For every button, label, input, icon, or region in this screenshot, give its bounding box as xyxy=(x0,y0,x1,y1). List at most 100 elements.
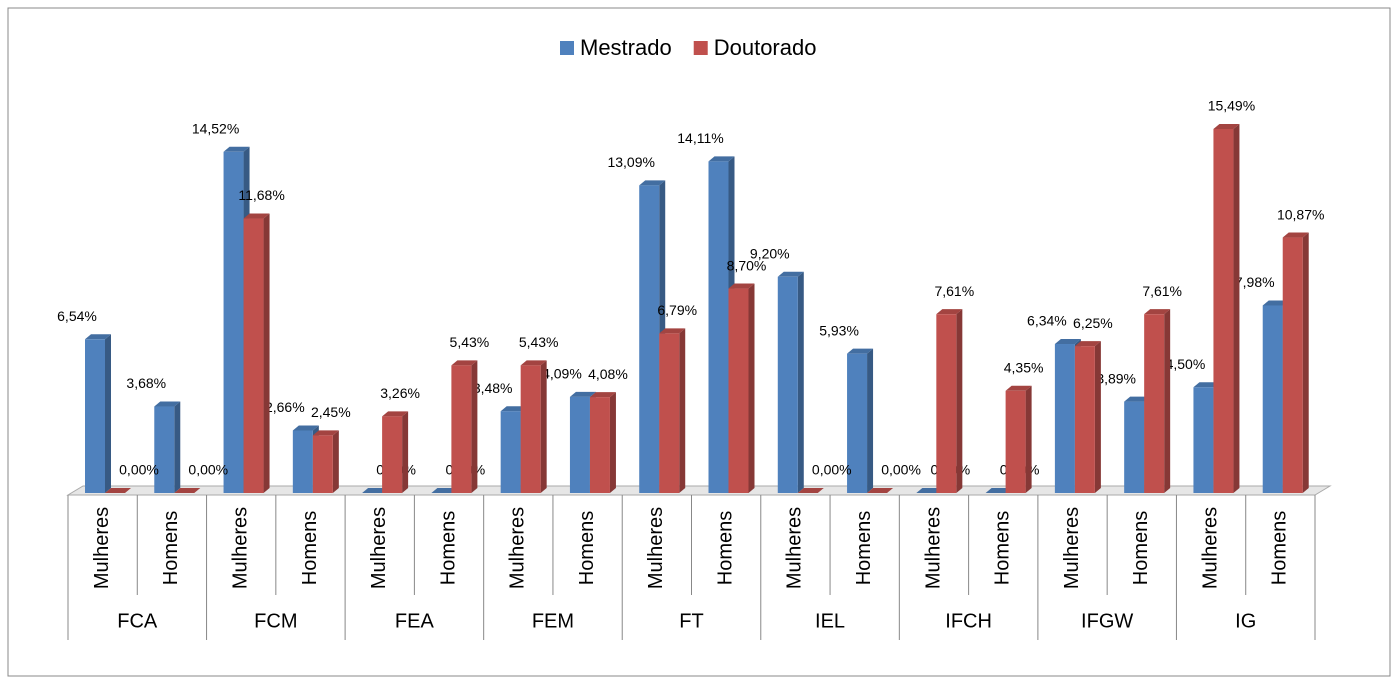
bar-side xyxy=(679,328,686,493)
x-tick-label: Homens xyxy=(160,511,182,585)
bar xyxy=(936,309,963,493)
bar-side xyxy=(1025,385,1032,493)
bar-top xyxy=(1124,396,1151,402)
bar-side xyxy=(867,348,874,493)
bar-front xyxy=(1005,390,1026,493)
group-label: IFGW xyxy=(1081,610,1133,632)
bar-top xyxy=(312,430,339,436)
bar-front xyxy=(728,288,749,493)
bar-top xyxy=(85,334,111,340)
group-label: IEL xyxy=(815,610,845,632)
bar-side xyxy=(332,430,339,493)
bar-side xyxy=(263,213,270,493)
bar-front xyxy=(1193,387,1214,493)
bar-top xyxy=(154,401,181,407)
bar-top xyxy=(292,425,319,431)
group-label: IG xyxy=(1235,610,1256,632)
bar-top xyxy=(985,488,1012,493)
bar-top xyxy=(500,406,527,412)
value-label: 4,08% xyxy=(588,366,628,382)
bar-front xyxy=(569,396,590,493)
value-label: 5,43% xyxy=(519,334,559,350)
value-label: 2,66% xyxy=(265,399,305,415)
bar xyxy=(431,488,458,493)
bar-top xyxy=(639,180,666,186)
bar-top xyxy=(1005,385,1032,391)
bar-front xyxy=(520,365,541,493)
value-label: 10,87% xyxy=(1277,206,1324,222)
bar-front xyxy=(292,430,313,493)
bar-top xyxy=(708,156,735,162)
value-label: 15,49% xyxy=(1208,98,1255,114)
x-tick-label: Homens xyxy=(714,511,736,585)
x-tick-label: Mulheres xyxy=(368,507,390,589)
bar-front xyxy=(243,218,264,493)
bar-top xyxy=(659,328,686,334)
bar-front xyxy=(847,353,868,493)
bar-side xyxy=(797,271,804,493)
bar-top xyxy=(174,488,201,493)
value-label: 0,00% xyxy=(881,462,921,478)
bar-top xyxy=(520,360,547,366)
bar-top xyxy=(451,360,478,366)
x-tick-label: Mulheres xyxy=(645,507,667,589)
bar-side xyxy=(402,411,409,493)
bar-top xyxy=(728,283,755,289)
value-label: 14,11% xyxy=(677,130,723,146)
bar xyxy=(659,328,686,493)
bar-side xyxy=(1233,123,1240,494)
bar xyxy=(382,411,409,493)
legend-label: Mestrado xyxy=(580,35,672,60)
value-label: 4,50% xyxy=(1166,356,1206,372)
x-tick-label: Mulheres xyxy=(922,507,944,589)
value-label: 9,20% xyxy=(750,246,790,262)
bar-front xyxy=(1262,305,1283,493)
value-label: 5,93% xyxy=(819,322,859,338)
value-label: 4,09% xyxy=(542,366,582,382)
value-label: 8,70% xyxy=(727,257,767,273)
x-tick-label: Mulheres xyxy=(1199,507,1221,589)
bar xyxy=(174,488,201,493)
value-label: 7,61% xyxy=(1142,283,1182,299)
legend-swatch xyxy=(560,41,574,55)
bar xyxy=(312,430,339,493)
value-label: 5,43% xyxy=(450,334,490,350)
bar-top xyxy=(589,392,616,398)
bar xyxy=(1282,232,1309,493)
x-tick-label: Homens xyxy=(437,511,459,585)
bar xyxy=(797,488,824,493)
bar xyxy=(520,360,547,493)
bar-front xyxy=(639,185,660,493)
bar-front xyxy=(1054,344,1075,493)
bar-side xyxy=(105,334,111,493)
group-label: FEA xyxy=(395,610,435,632)
bar-front xyxy=(223,151,244,493)
value-label: 0,00% xyxy=(119,462,159,478)
bar-top xyxy=(431,488,458,493)
x-tick-label: Mulheres xyxy=(91,507,113,589)
group-label: FCM xyxy=(254,610,297,632)
bar-front xyxy=(451,365,472,493)
group-label: FEM xyxy=(532,610,574,632)
bar xyxy=(1005,385,1032,493)
x-tick-label: Homens xyxy=(299,511,321,585)
bar xyxy=(451,360,478,493)
group-label: FCA xyxy=(117,610,158,632)
x-tick-label: Mulheres xyxy=(784,507,806,589)
value-label: 14,52% xyxy=(192,120,239,136)
bar-front xyxy=(1213,128,1234,494)
bar-top xyxy=(569,391,596,397)
bar xyxy=(728,283,755,493)
bar-side xyxy=(609,392,616,493)
x-tick-label: Homens xyxy=(576,511,598,585)
bar xyxy=(589,392,616,493)
bar xyxy=(1213,123,1240,494)
bar xyxy=(985,488,1012,493)
legend-swatch xyxy=(693,41,708,55)
bar-top xyxy=(936,309,963,315)
bar-top xyxy=(847,348,874,354)
bar-top xyxy=(1282,232,1309,238)
bar-side xyxy=(1164,309,1171,493)
bar-front xyxy=(382,416,403,493)
bar-side xyxy=(1094,341,1101,493)
